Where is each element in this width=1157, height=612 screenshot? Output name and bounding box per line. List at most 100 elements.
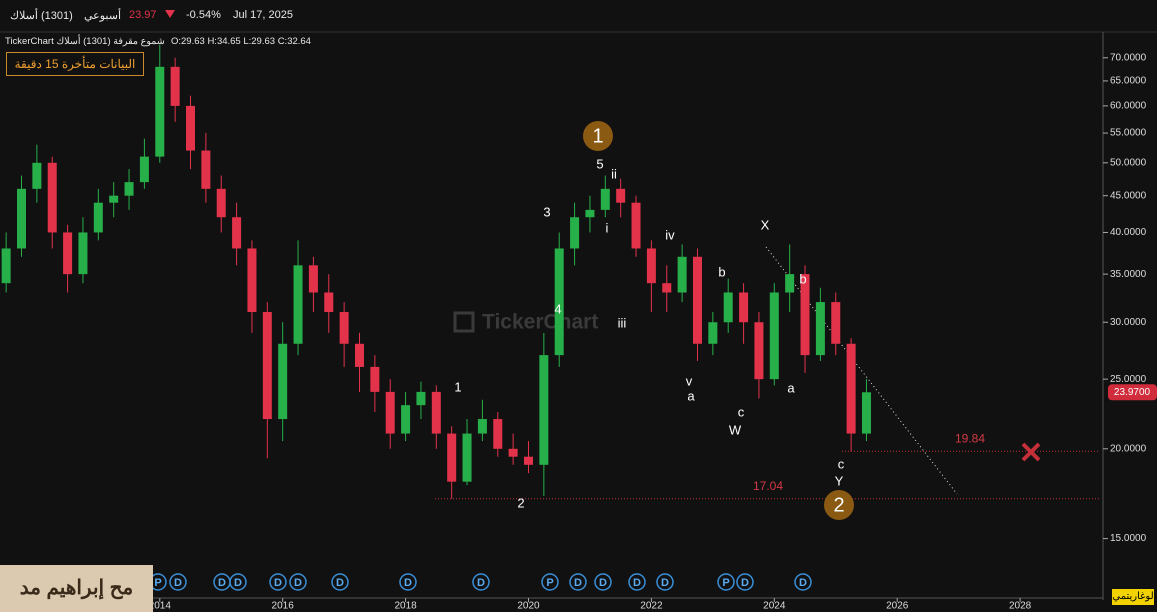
candle-body [216,188,226,218]
event-label: D [477,577,485,589]
candle-body [308,265,318,293]
ohlc: O:29.63 H:34.65 L:29.63 C:32.64 [171,36,311,47]
candle-body [708,322,718,344]
candle-body [769,292,779,380]
candle-body [554,248,564,356]
event-label: D [274,577,282,589]
delay-notice: البيانات متأخرة 15 دقيقة [6,52,144,76]
candle-body [78,232,88,275]
wave-label: v [686,373,693,388]
wave-label: c [838,456,845,471]
candle-body [523,456,533,465]
event-marker [289,573,307,591]
candle-body [47,162,57,233]
event-label: D [741,577,749,589]
candle-body [815,302,825,356]
y-tick-label: 25.0000 [1110,374,1147,385]
wave-label: 5 [596,156,603,171]
candle-body [431,391,441,434]
target-marker [1021,442,1041,462]
candle-body [477,419,487,434]
candle-body [354,343,364,367]
wave-label: c [738,404,745,419]
candle-body [677,256,687,293]
event-label: D [599,577,607,589]
event-marker [794,573,812,591]
candle-body [232,217,242,249]
event-marker [331,573,349,591]
candle-body [754,322,764,380]
event-label: D [174,577,182,589]
candle-body [262,312,272,420]
wave-label: b [718,264,725,279]
wave-label: X [761,217,770,232]
event-label: D [661,577,669,589]
candle-body [32,162,42,189]
event-marker [229,573,247,591]
candle-body [585,209,595,218]
wave-label: 4 [554,301,561,316]
event-marker [656,573,674,591]
event-label: D [574,577,582,589]
x-tick-label: 2016 [272,601,295,612]
event-label: D [404,577,412,589]
wave-label: a [687,388,695,403]
y-tick-label: 20.0000 [1110,443,1147,454]
event-marker [269,573,287,591]
y-tick-label: 40.0000 [1110,227,1147,238]
candle-body [739,292,749,323]
candle-body [539,355,549,465]
event-label: P [154,577,161,589]
wave-label: ii [611,166,617,181]
wave-label: a [787,380,795,395]
candle-body [662,283,672,293]
event-marker [569,573,587,591]
y-tick-label: 70.0000 [1110,52,1147,63]
candle-body [247,248,257,313]
y-tick-label: 65.0000 [1110,76,1147,87]
x-tick-label: 2018 [394,601,417,612]
event-label: P [546,577,553,589]
watermark: TickerChart [482,311,598,334]
date: Jul 17, 2025 [233,9,293,21]
event-label: D [633,577,641,589]
event-label: D [218,577,226,589]
candle-body [93,202,103,233]
candle-body [861,392,871,434]
event-marker [541,573,559,591]
candle-body [339,312,349,344]
candle-body [508,448,518,457]
event-marker [736,573,754,591]
y-tick-label: 45.0000 [1110,190,1147,201]
wave-circle [824,490,854,520]
wave-label: iv [665,227,675,242]
candle-body [201,150,211,189]
event-marker [472,573,490,591]
candle-body [186,105,196,151]
wave-label: i [606,220,609,235]
y-tick-label: 15.0000 [1110,533,1147,544]
x-tick-label: 2020 [517,601,540,612]
event-marker [628,573,646,591]
price-level-label: 19.84 [955,431,985,445]
candle-body [846,343,856,434]
wave-label: Y [835,473,844,488]
candle-body [278,343,288,420]
candle-body [1,248,11,284]
symbol: (1301) أسلاك [10,10,73,22]
candle-body [155,66,165,157]
wave-label: 2 [517,495,524,510]
candle-body [570,217,580,249]
y-tick-label: 50.0000 [1110,157,1147,168]
candle-body [370,366,380,392]
wave-label: 2 [833,494,844,516]
scale-label: لوغاريتمي [1112,589,1154,605]
candle-body [447,433,457,482]
change: -0.54% [186,9,221,21]
event-marker [399,573,417,591]
wave-label: 1 [592,125,603,147]
candle-body [401,405,411,434]
candle-body [831,302,841,344]
candle-body [616,188,626,203]
